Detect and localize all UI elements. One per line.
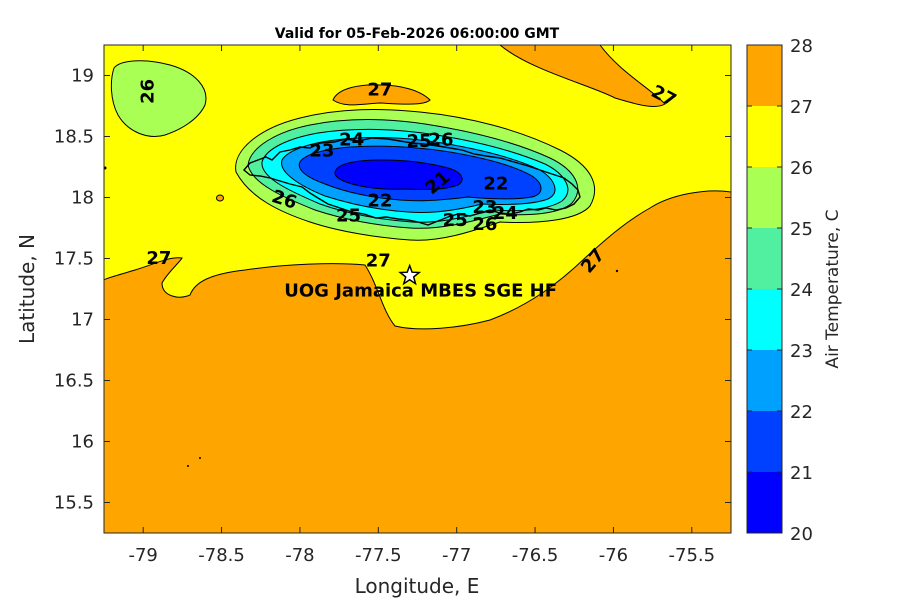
- x-tick-label: -79: [128, 545, 157, 566]
- x-tick-label: -77: [442, 545, 471, 566]
- contour-label: 25: [336, 205, 361, 226]
- y-tick-label: 19: [71, 66, 94, 87]
- x-tick-label: -78.5: [198, 545, 245, 566]
- y-tick-label: 16: [71, 432, 94, 453]
- contour-label: 25: [407, 131, 432, 152]
- x-tick-label: -75.5: [669, 545, 716, 566]
- band-20-21: [334, 159, 463, 190]
- contour-label: 23: [472, 197, 497, 218]
- x-tick-label: -78: [285, 545, 314, 566]
- contour-label: 27: [367, 80, 392, 101]
- colorbar: 20 21 22 23 24 25 26 27 28: [746, 36, 813, 545]
- contour-label: 27: [366, 250, 391, 271]
- contour-label: 22: [367, 191, 392, 212]
- contour-label: 24: [339, 130, 364, 151]
- contour-label: 26: [472, 214, 497, 235]
- colorbar-tick-label: 27: [790, 97, 813, 118]
- band-27-28-patch: [332, 84, 431, 106]
- colorbar-segment: [747, 289, 782, 350]
- contour-label: 22: [483, 174, 508, 195]
- colorbar-label: Air Temperature, C: [823, 209, 843, 368]
- islet: [216, 194, 224, 202]
- band-25-26-patch: [110, 60, 207, 137]
- x-tick-label: -76.5: [512, 545, 559, 566]
- y-tick-label: 15.5: [54, 493, 94, 514]
- x-tick-label: -77.5: [355, 545, 402, 566]
- colorbar-segment: [747, 167, 782, 228]
- colorbar-tick-label: 26: [790, 158, 813, 179]
- contour-label: 25: [443, 210, 468, 231]
- contour-label: 26: [137, 79, 158, 104]
- x-tick-label: -76: [599, 545, 628, 566]
- colorbar-tick-label: 22: [790, 402, 813, 423]
- y-tick-label: 17.5: [54, 249, 94, 270]
- station-marker: UOG Jamaica MBES SGE HF: [284, 263, 557, 302]
- colorbar-tick-label: 20: [790, 524, 813, 545]
- colorbar-tick-label: 23: [790, 341, 813, 362]
- x-axis: -79 -78.5 -78 -77.5 -77 -76.5 -76 -75.5: [128, 45, 715, 566]
- colorbar-segment: [747, 45, 782, 106]
- islet: [104, 166, 107, 170]
- contour-label: 26: [428, 130, 453, 151]
- colorbar-tick-label: 25: [790, 219, 813, 240]
- y-tick-label: 18.5: [54, 127, 94, 148]
- plot-title: Valid for 05-Feb-2026 06:00:00 GMT: [275, 26, 560, 42]
- y-tick-label: 17: [71, 310, 94, 331]
- colorbar-tick-label: 28: [790, 36, 813, 57]
- colorbar-segment: [747, 472, 782, 533]
- y-axis: 15.5 16 16.5 17 17.5 18 18.5 19: [54, 66, 731, 514]
- colorbar-tick-label: 24: [790, 280, 813, 301]
- y-tick-label: 16.5: [54, 371, 94, 392]
- colorbar-segment: [747, 106, 782, 167]
- x-axis-label: Longitude, E: [355, 574, 480, 598]
- colorbar-segment: [747, 411, 782, 472]
- contour-label: 24: [493, 203, 518, 224]
- station-label: UOG Jamaica MBES SGE HF: [284, 281, 557, 302]
- y-tick-label: 18: [71, 188, 94, 209]
- colorbar-segment: [747, 350, 782, 411]
- temperature-map: [104, 45, 731, 533]
- coastline: [243, 137, 581, 226]
- y-axis-label: Latitude, N: [15, 234, 39, 344]
- colorbar-segment: [747, 228, 782, 289]
- islet: [615, 269, 619, 273]
- islet: [187, 465, 189, 467]
- plot-frame: [103, 44, 732, 534]
- islet: [199, 457, 201, 459]
- colorbar-tick-label: 21: [790, 463, 813, 484]
- contour-label: 27: [146, 248, 171, 269]
- station-star-icon: [398, 263, 422, 286]
- contour-label: 23: [309, 141, 334, 162]
